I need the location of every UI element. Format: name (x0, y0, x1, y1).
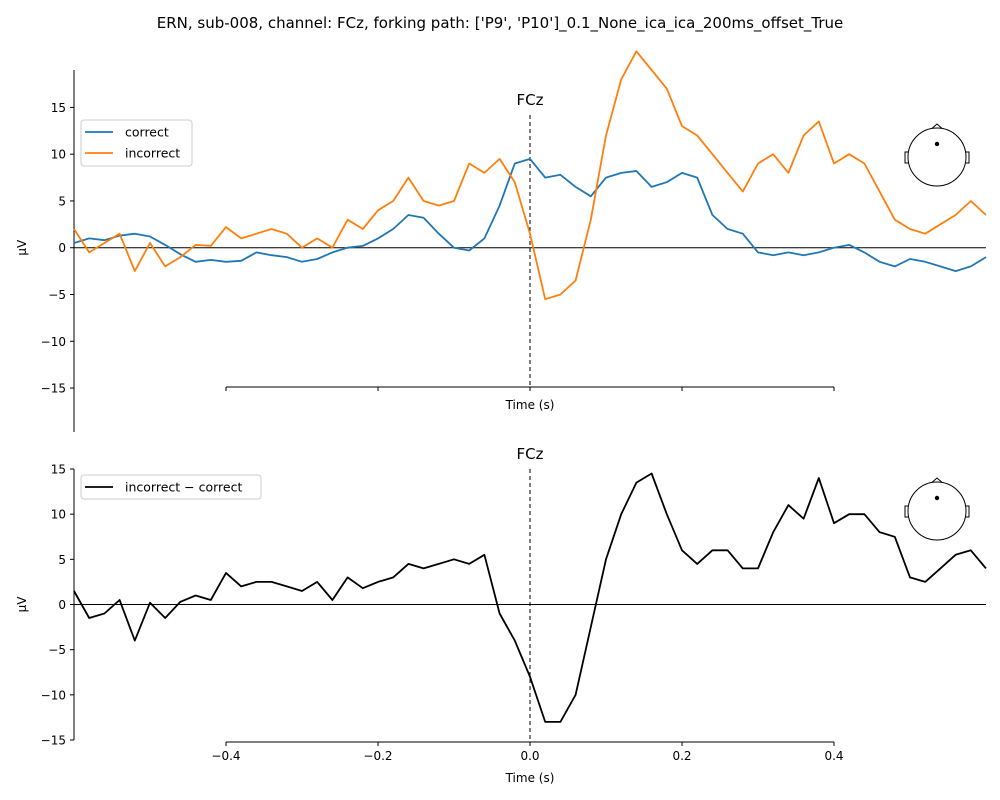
legend-entry: incorrect (125, 146, 180, 161)
difference-panel: FCz Time (s) µV −15 −10 −5 0 5 10 15 −0.4 −0.2 0.… (15, 445, 987, 785)
y-tick-label: 5 (58, 553, 66, 567)
y-tick-label: 10 (51, 508, 66, 522)
y-tick-label: −5 (48, 643, 66, 657)
sensor-dot (934, 495, 940, 501)
y-tick-label: 0 (58, 241, 66, 255)
sensor-head-icon (904, 477, 970, 541)
x-tick-label: 0.4 (824, 749, 843, 763)
series-line (73, 50, 987, 301)
sensor-head-icon (904, 123, 970, 187)
x-axis-label: Time (s) (505, 771, 555, 785)
series-line (73, 472, 987, 723)
y-axis-label: µV (15, 596, 29, 613)
legend-box (80, 474, 262, 500)
y-tick-label: 0 (58, 598, 66, 612)
x-axis-label: Time (s) (505, 398, 555, 412)
panel-title: FCz (517, 91, 544, 109)
y-tick-label: 5 (58, 194, 66, 208)
y-tick-label: 10 (51, 148, 66, 162)
y-tick-label: −5 (48, 288, 66, 302)
y-tick-label: −15 (41, 734, 66, 748)
y-axis-label: µV (15, 239, 29, 256)
x-tick-label: −0.4 (211, 749, 240, 763)
y-tick-label: −15 (41, 382, 66, 396)
y-tick-label: 15 (51, 463, 66, 477)
x-tick-label: 0.0 (520, 749, 539, 763)
y-tick-label: −10 (41, 688, 66, 702)
legend-entry: incorrect − correct (125, 480, 242, 495)
y-tick-label: −10 (41, 335, 66, 349)
legend-entry: correct (125, 125, 169, 140)
legend: incorrect − correct (80, 474, 262, 500)
sensor-dot (934, 141, 940, 147)
x-tick-label: −0.2 (363, 749, 392, 763)
evoked-panel: FCz Time (s) µV −15 −10 −5 0 5 10 15 correct inc… (15, 50, 987, 432)
x-tick-label: 0.2 (672, 749, 691, 763)
figure-title: ERN, sub-008, channel: FCz, forking path… (157, 14, 843, 33)
y-tick-label: 15 (51, 101, 66, 115)
panel-title: FCz (517, 445, 544, 463)
series-line (73, 157, 987, 273)
legend: correct incorrect (80, 119, 193, 167)
